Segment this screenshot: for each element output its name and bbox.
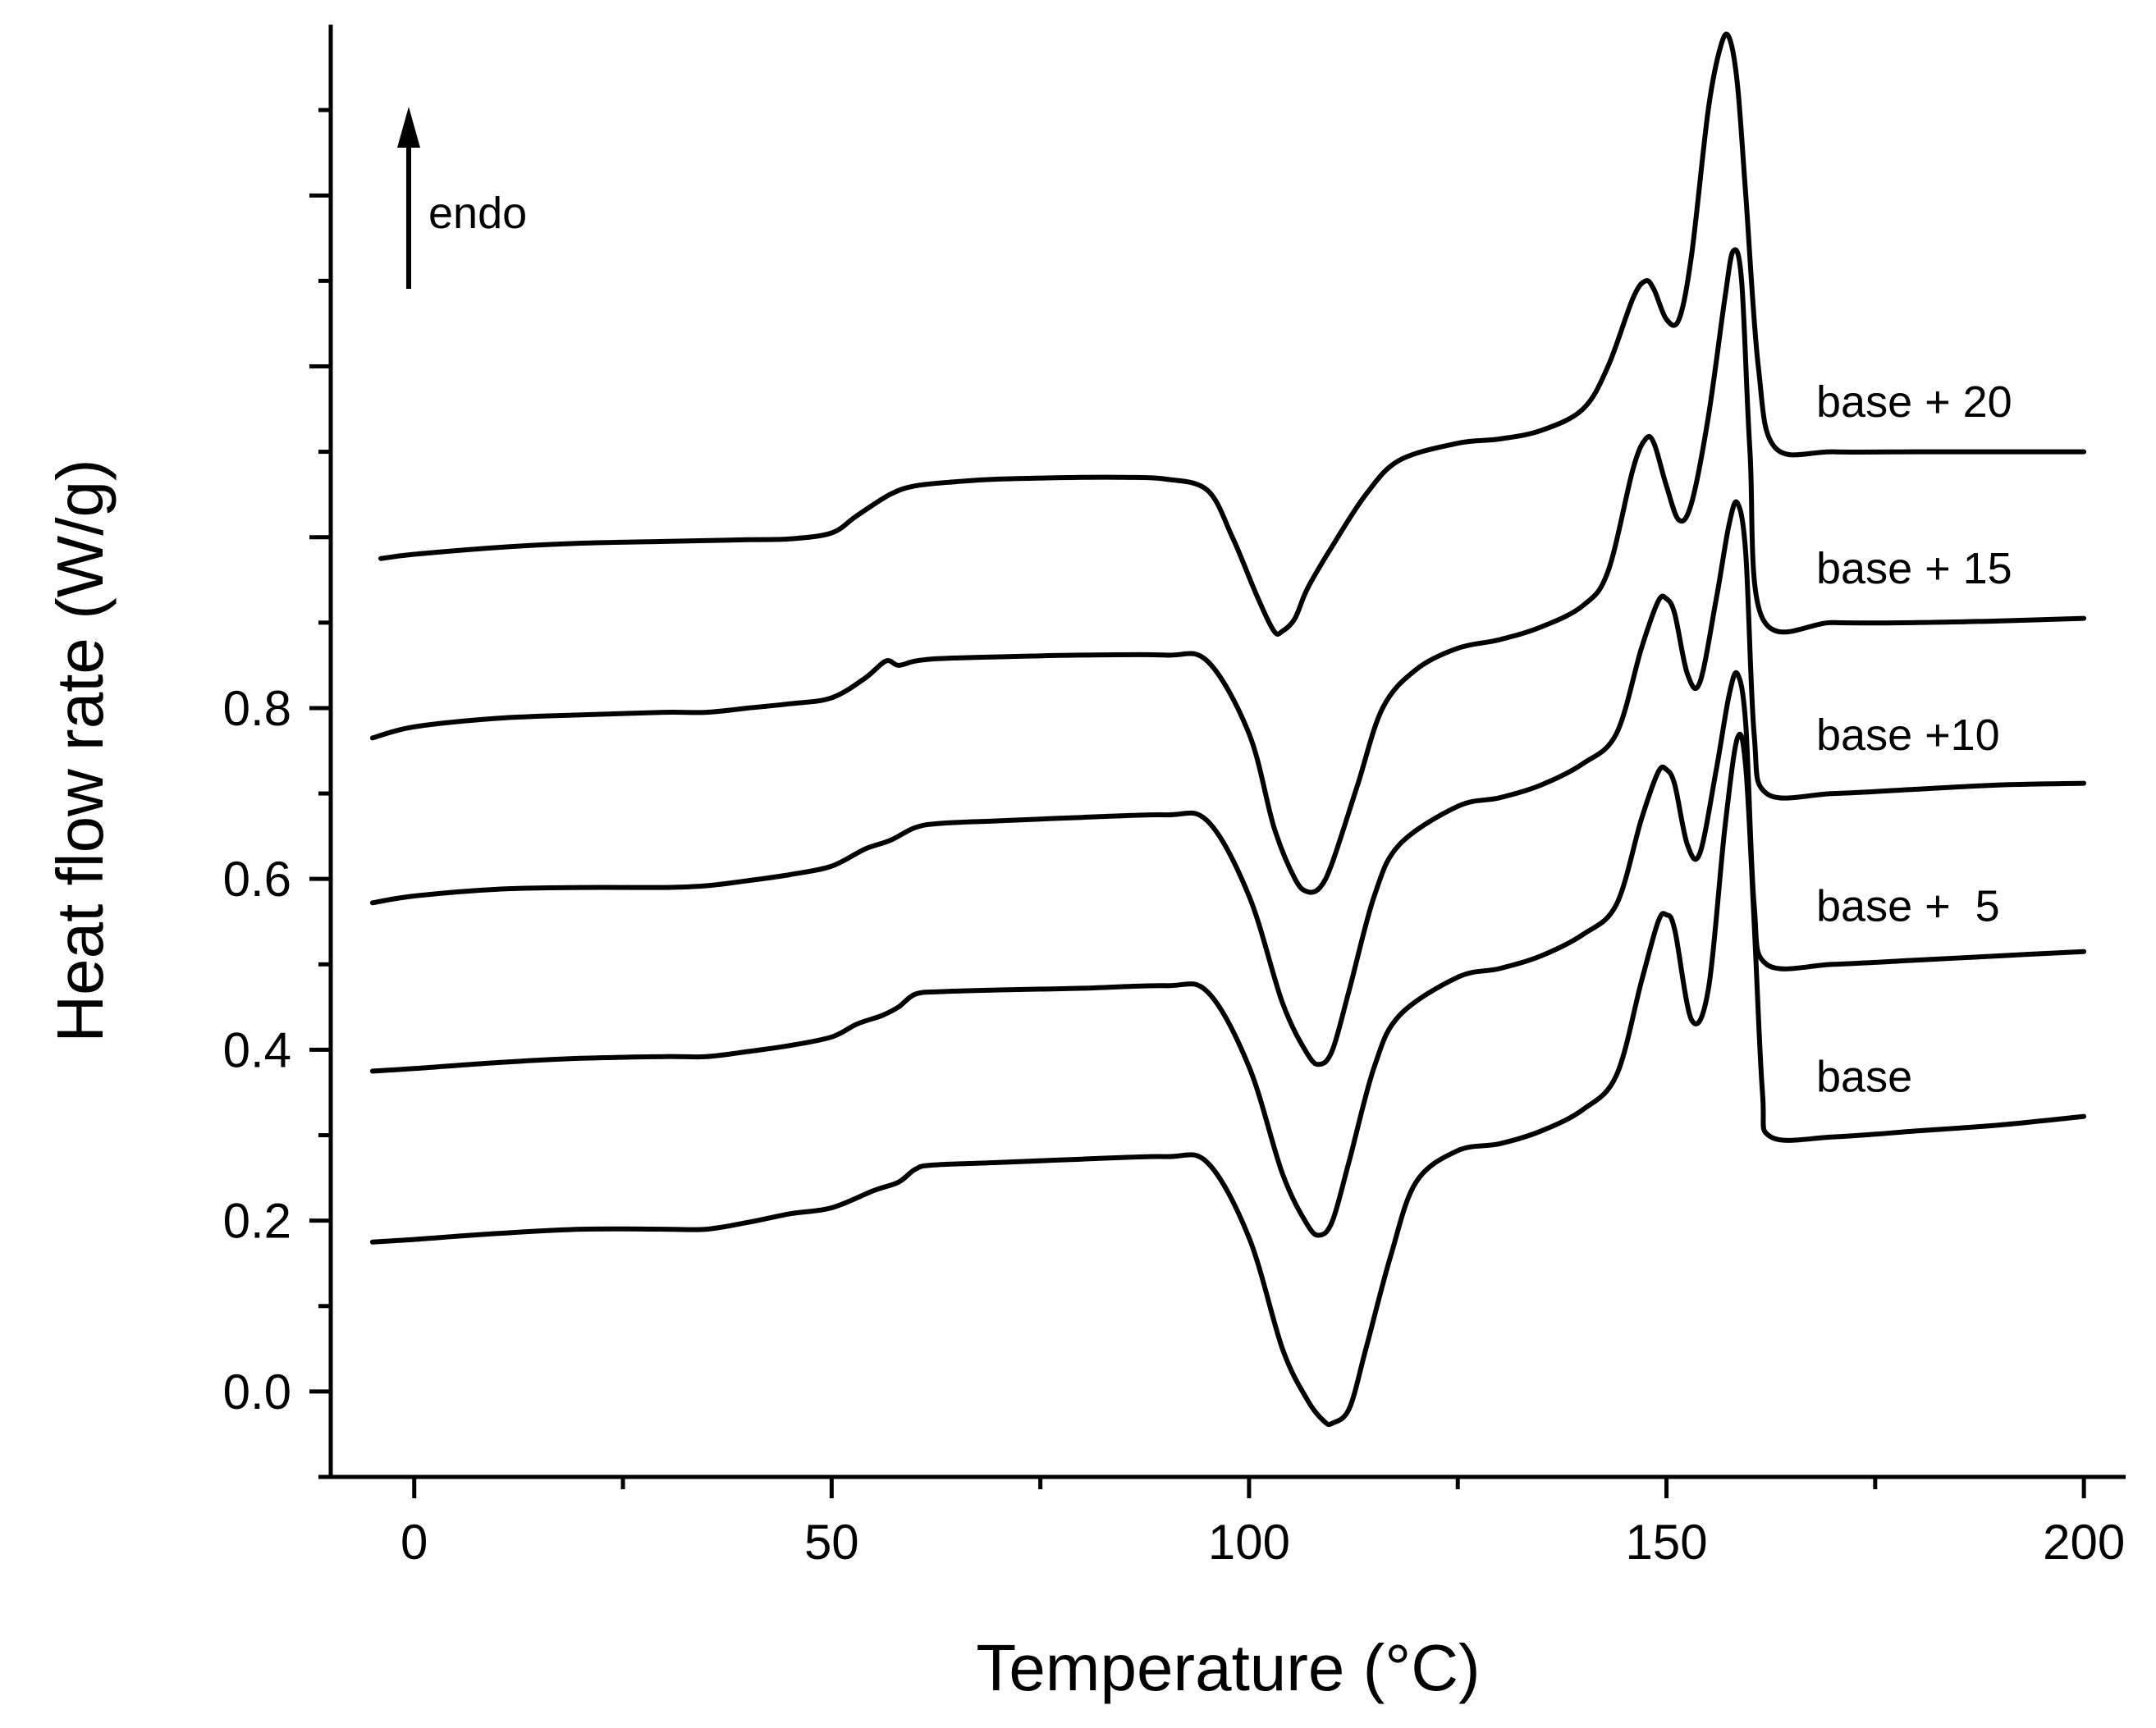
series-line-base-10 xyxy=(369,499,2087,1067)
series-label: base + 5 xyxy=(1816,881,2000,930)
y-tick-label: 0.6 xyxy=(223,852,291,907)
series-label: base + 15 xyxy=(1816,544,2012,593)
x-tick-label: 0 xyxy=(401,1515,428,1570)
y-tick-label: 0.8 xyxy=(223,681,291,736)
series-label: base + 20 xyxy=(1816,377,2012,427)
curves xyxy=(369,31,2087,1428)
y-tick-label: 0.4 xyxy=(223,1022,291,1077)
series-line-base-20 xyxy=(378,31,2087,637)
series-line-base-15 xyxy=(369,247,2087,895)
x-axis-title: Temperature (°C) xyxy=(976,1631,1480,1704)
x-tick-label: 50 xyxy=(804,1515,859,1570)
series-label: base +10 xyxy=(1816,711,2000,760)
up-arrow-icon xyxy=(397,107,420,148)
y-tick-label: 0.2 xyxy=(223,1194,291,1249)
series-labels: base base + 5 base +10 base + 15 base + 20 xyxy=(1816,377,2012,1102)
x-tick-label: 150 xyxy=(1625,1515,1707,1570)
axes: 0 50 100 150 200 0.0 0.2 0.4 0.6 0.8 xyxy=(223,25,2126,1570)
series-line-base-5 xyxy=(369,670,2087,1238)
x-tick-label: 200 xyxy=(2043,1515,2125,1570)
endo-annotation: endo xyxy=(397,107,527,289)
series-label: base xyxy=(1816,1053,1912,1102)
endo-label: endo xyxy=(428,189,527,238)
x-tick-label: 100 xyxy=(1208,1515,1290,1570)
y-tick-label: 0.0 xyxy=(223,1365,291,1419)
y-axis-title: Heat flow rate (W/g) xyxy=(43,459,117,1042)
